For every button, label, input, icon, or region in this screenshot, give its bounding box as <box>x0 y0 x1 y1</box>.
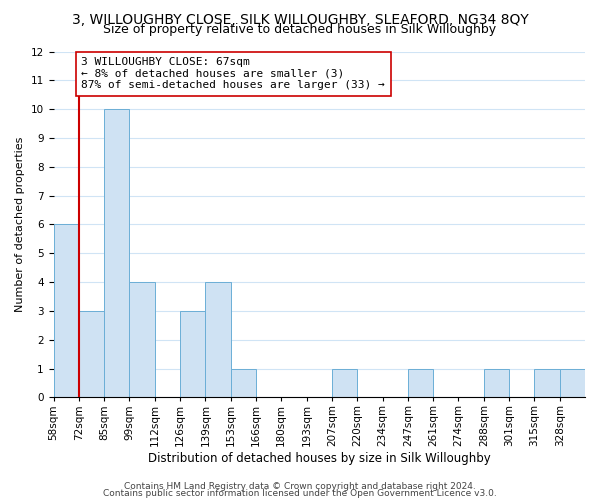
Bar <box>408 368 433 398</box>
Bar <box>535 368 560 398</box>
Bar <box>484 368 509 398</box>
Text: Size of property relative to detached houses in Silk Willoughby: Size of property relative to detached ho… <box>103 22 497 36</box>
Bar <box>230 368 256 398</box>
Bar <box>180 311 205 398</box>
Bar <box>205 282 230 398</box>
Text: 3 WILLOUGHBY CLOSE: 67sqm
← 8% of detached houses are smaller (3)
87% of semi-de: 3 WILLOUGHBY CLOSE: 67sqm ← 8% of detach… <box>82 58 385 90</box>
Bar <box>79 311 104 398</box>
Text: 3, WILLOUGHBY CLOSE, SILK WILLOUGHBY, SLEAFORD, NG34 8QY: 3, WILLOUGHBY CLOSE, SILK WILLOUGHBY, SL… <box>71 12 529 26</box>
Y-axis label: Number of detached properties: Number of detached properties <box>15 136 25 312</box>
Bar <box>332 368 357 398</box>
X-axis label: Distribution of detached houses by size in Silk Willoughby: Distribution of detached houses by size … <box>148 452 491 465</box>
Bar <box>104 109 130 398</box>
Text: Contains public sector information licensed under the Open Government Licence v3: Contains public sector information licen… <box>103 489 497 498</box>
Bar <box>130 282 155 398</box>
Text: Contains HM Land Registry data © Crown copyright and database right 2024.: Contains HM Land Registry data © Crown c… <box>124 482 476 491</box>
Bar <box>560 368 585 398</box>
Bar <box>53 224 79 398</box>
